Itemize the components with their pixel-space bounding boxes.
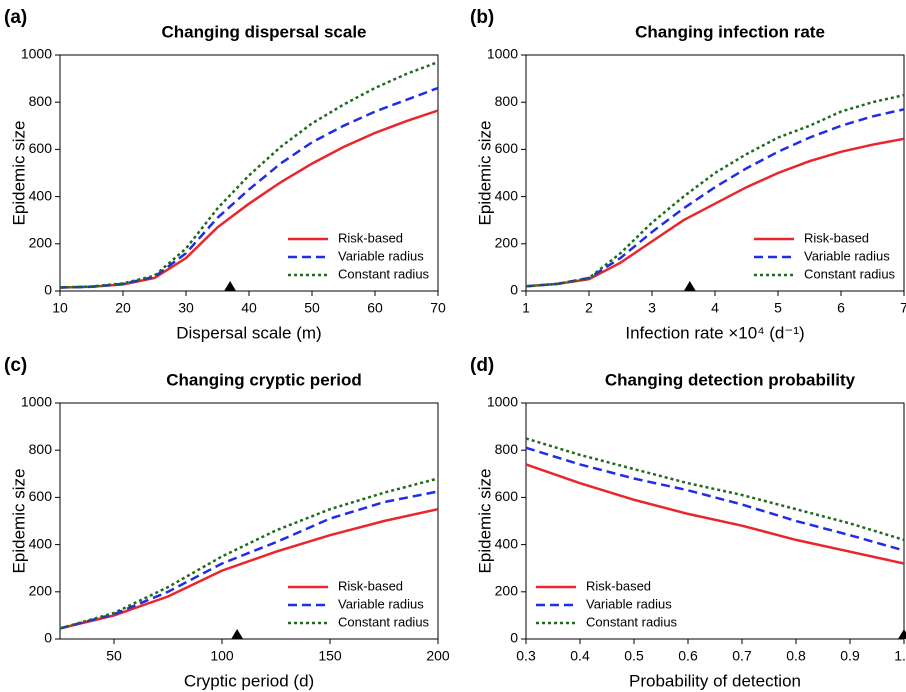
y-tick-label: 200 bbox=[29, 235, 53, 251]
legend-label: Risk-based bbox=[586, 578, 651, 593]
y-tick-label: 600 bbox=[495, 140, 519, 156]
x-axis-label: Probability of detection bbox=[629, 671, 801, 690]
y-tick-label: 400 bbox=[495, 535, 519, 551]
x-tick-label: 50 bbox=[106, 648, 122, 664]
x-tick-label: 0.3 bbox=[516, 648, 536, 664]
y-tick-label: 800 bbox=[495, 93, 519, 109]
y-axis-label: Epidemic size bbox=[9, 121, 28, 226]
x-tick-label: 70 bbox=[430, 300, 446, 316]
marker-triangle bbox=[224, 281, 237, 291]
legend-label: Variable radius bbox=[804, 248, 890, 263]
y-tick-label: 1000 bbox=[21, 46, 52, 62]
y-tick-label: 200 bbox=[495, 235, 519, 251]
chart-panel: (d) Changing detection probability 0 200 400… bbox=[470, 355, 906, 690]
plot-frame bbox=[59, 402, 439, 640]
legend-label: Variable radius bbox=[338, 596, 424, 611]
legend-label: Constant radius bbox=[586, 614, 678, 629]
series-line bbox=[525, 446, 905, 552]
series-line bbox=[525, 463, 905, 565]
y-axis-label: Epidemic size bbox=[9, 469, 28, 574]
y-tick-label: 400 bbox=[495, 187, 519, 203]
x-tick-label: 200 bbox=[426, 648, 450, 664]
x-tick-label: 10 bbox=[52, 300, 68, 316]
x-axis-label: Infection rate ×10⁴ (d⁻¹) bbox=[625, 323, 804, 342]
plot-frame bbox=[525, 402, 905, 640]
y-tick-label: 800 bbox=[495, 441, 519, 457]
y-tick-label: 600 bbox=[495, 488, 519, 504]
y-axis-label: Epidemic size bbox=[475, 121, 494, 226]
series-line bbox=[525, 93, 905, 288]
x-tick-label: 150 bbox=[318, 648, 342, 664]
y-tick-label: 1000 bbox=[21, 394, 52, 410]
x-tick-label: 3 bbox=[648, 300, 656, 316]
chart-title: Changing detection probability bbox=[605, 370, 856, 389]
x-tick-label: 2 bbox=[585, 300, 593, 316]
marker-triangle bbox=[898, 629, 906, 639]
chart-panel: (b) Changing infection rate 0 200 400 600 800 1… bbox=[470, 7, 906, 342]
y-tick-label: 1000 bbox=[487, 394, 518, 410]
legend-label: Risk-based bbox=[338, 578, 403, 593]
x-tick-label: 0.5 bbox=[624, 648, 644, 664]
x-tick-label: 100 bbox=[210, 648, 234, 664]
y-tick-label: 600 bbox=[29, 140, 53, 156]
y-tick-label: 800 bbox=[29, 441, 53, 457]
x-tick-label: 60 bbox=[367, 300, 383, 316]
x-tick-label: 0.6 bbox=[678, 648, 698, 664]
x-tick-label: 5 bbox=[774, 300, 782, 316]
series-line bbox=[59, 86, 439, 289]
legend-label: Constant radius bbox=[804, 266, 896, 281]
x-tick-label: 40 bbox=[241, 300, 257, 316]
legend-label: Risk-based bbox=[804, 230, 869, 245]
panel-label: (c) bbox=[4, 355, 27, 376]
x-tick-label: 20 bbox=[115, 300, 131, 316]
y-tick-label: 0 bbox=[44, 630, 52, 646]
series-line bbox=[525, 108, 905, 288]
x-tick-label: 1 bbox=[522, 300, 530, 316]
panel-label: (b) bbox=[470, 7, 494, 28]
legend-label: Risk-based bbox=[338, 230, 403, 245]
series-line bbox=[59, 490, 439, 630]
chart-panel: (c) Changing cryptic period 0 200 400 600 800 1… bbox=[4, 355, 450, 690]
x-axis-label: Cryptic period (d) bbox=[184, 671, 314, 690]
y-tick-label: 800 bbox=[29, 93, 53, 109]
x-tick-label: 0.4 bbox=[570, 648, 590, 664]
legend-label: Variable radius bbox=[586, 596, 672, 611]
y-tick-label: 1000 bbox=[487, 46, 518, 62]
series-line bbox=[59, 507, 439, 630]
y-tick-label: 0 bbox=[510, 630, 518, 646]
x-tick-label: 7 bbox=[900, 300, 906, 316]
y-tick-label: 200 bbox=[495, 583, 519, 599]
y-axis-label: Epidemic size bbox=[475, 469, 494, 574]
x-tick-label: 4 bbox=[711, 300, 719, 316]
legend-label: Constant radius bbox=[338, 614, 430, 629]
x-tick-label: 6 bbox=[837, 300, 845, 316]
x-tick-label: 0.8 bbox=[786, 648, 806, 664]
x-tick-label: 30 bbox=[178, 300, 194, 316]
panel-label: (a) bbox=[4, 7, 27, 28]
chart-panel: (a) Changing dispersal scale 0 200 400 600 800… bbox=[4, 7, 446, 342]
series-line bbox=[59, 477, 439, 630]
x-tick-label: 0.9 bbox=[840, 648, 860, 664]
series-line bbox=[525, 437, 905, 542]
x-tick-label: 50 bbox=[304, 300, 320, 316]
legend-label: Variable radius bbox=[338, 248, 424, 263]
y-tick-label: 200 bbox=[29, 583, 53, 599]
chart-title: Changing cryptic period bbox=[166, 370, 362, 389]
y-tick-label: 0 bbox=[510, 282, 518, 298]
marker-triangle bbox=[231, 629, 244, 639]
y-tick-label: 600 bbox=[29, 488, 53, 504]
x-tick-label: 1.0 bbox=[894, 648, 906, 664]
y-tick-label: 0 bbox=[44, 282, 52, 298]
y-tick-label: 400 bbox=[29, 187, 53, 203]
marker-triangle bbox=[683, 281, 696, 291]
x-axis-label: Dispersal scale (m) bbox=[176, 323, 321, 342]
panel-label: (d) bbox=[470, 355, 494, 376]
x-tick-label: 0.7 bbox=[732, 648, 752, 664]
series-line bbox=[525, 137, 905, 288]
legend-label: Constant radius bbox=[338, 266, 430, 281]
chart-title: Changing dispersal scale bbox=[161, 22, 366, 41]
y-tick-label: 400 bbox=[29, 535, 53, 551]
chart-title: Changing infection rate bbox=[635, 22, 825, 41]
